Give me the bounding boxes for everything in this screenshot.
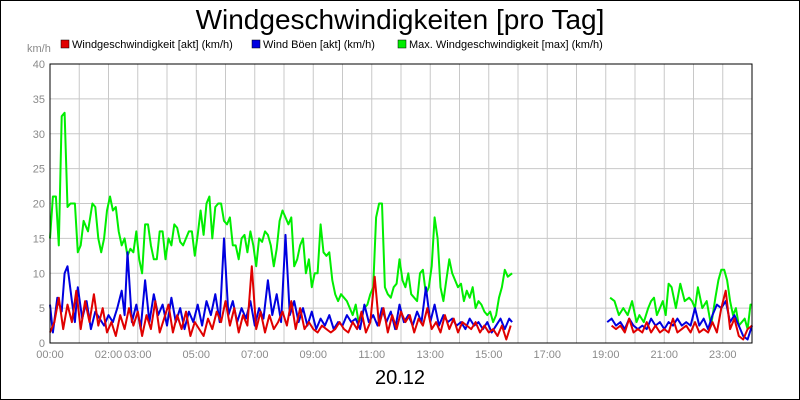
- legend-swatch: [397, 39, 407, 49]
- x-tick-label: 09:00: [299, 349, 327, 361]
- x-tick-label: 15:00: [475, 349, 503, 361]
- series-line: [49, 265, 753, 341]
- y-tick-label: 15: [33, 233, 45, 245]
- x-tick-label: 00:00: [36, 349, 64, 361]
- legend-label: Max. Windgeschwindigkeit [max] (km/h): [409, 39, 603, 51]
- chart-legend: Windgeschwindigkeit [akt] (km/h) Wind Böe…: [60, 39, 603, 51]
- y-tick-label: 5: [39, 303, 45, 315]
- legend-swatch: [251, 39, 261, 49]
- x-tick-label: 17:00: [533, 349, 561, 361]
- y-tick-label: 25: [33, 164, 45, 176]
- y-axis-ticks: 0 5 10 15 20 25 30 35 40: [33, 59, 45, 350]
- x-axis-ticks: 00:00 02:00 03:00 05:00 07:00 09:00 11:00 13:00…: [36, 349, 736, 361]
- legend-swatch: [60, 39, 70, 49]
- plot-area-border: [49, 63, 753, 344]
- chart-series: [49, 111, 753, 341]
- x-tick-label: 23:00: [709, 349, 737, 361]
- x-tick-label: 21:00: [650, 349, 678, 361]
- y-tick-label: 35: [33, 94, 45, 106]
- chart-title: Windgeschwindigkeiten [pro Tag]: [195, 4, 605, 35]
- y-tick-label: 20: [33, 199, 45, 211]
- x-tick-label: 13:00: [416, 349, 444, 361]
- y-tick-label: 30: [33, 129, 45, 141]
- y-tick-label: 10: [33, 268, 45, 280]
- x-axis-date-label: 20.12: [374, 367, 426, 389]
- x-tick-label: 03:00: [124, 349, 152, 361]
- x-tick-label: 19:00: [592, 349, 620, 361]
- y-tick-label: 40: [33, 59, 45, 71]
- series-line: [49, 111, 752, 331]
- chart-grid: [50, 64, 752, 343]
- x-tick-label: 11:00: [358, 349, 385, 361]
- legend-label: Windgeschwindigkeit [akt] (km/h): [72, 39, 233, 51]
- y-axis-unit-label: km/h: [27, 43, 51, 55]
- x-tick-label: 05:00: [182, 349, 210, 361]
- legend-label: Wind Böen [akt] (km/h): [263, 39, 375, 51]
- x-tick-label: 07:00: [241, 349, 269, 361]
- y-tick-label: 0: [39, 338, 45, 350]
- x-tick-label: 02:00: [95, 349, 123, 361]
